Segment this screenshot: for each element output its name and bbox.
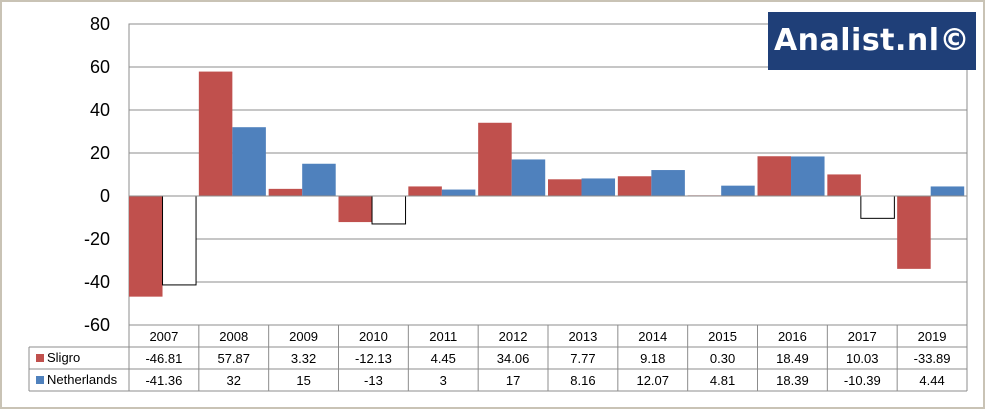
bar-netherlands-2014	[651, 170, 685, 196]
bar-netherlands-2019	[930, 186, 965, 196]
data-label-sligro: -46.81	[145, 351, 182, 366]
data-label-netherlands: 3	[440, 373, 447, 388]
legend-label-netherlands: Netherlands	[47, 372, 118, 387]
data-label-netherlands: 4.81	[710, 373, 735, 388]
data-label-sligro: 57.87	[217, 351, 250, 366]
data-label-sligro: 18.49	[776, 351, 809, 366]
x-tick-label: 2014	[638, 329, 667, 344]
data-label-netherlands: -13	[364, 373, 383, 388]
bar-netherlands-2016	[791, 156, 825, 196]
x-tick-label: 2017	[848, 329, 877, 344]
data-label-netherlands: 12.07	[636, 373, 669, 388]
bar-netherlands-2017	[860, 195, 895, 219]
y-tick-label: 40	[90, 100, 110, 120]
data-label-netherlands: 32	[227, 373, 241, 388]
data-label-netherlands: 17	[506, 373, 520, 388]
data-label-sligro: 3.32	[291, 351, 316, 366]
data-label-netherlands: 4.44	[919, 373, 944, 388]
bar-netherlands-2010	[371, 195, 407, 225]
analist-logo: Analist.nl©	[768, 12, 976, 70]
bar-sligro-2013	[548, 179, 582, 196]
data-label-sligro: 34.06	[497, 351, 530, 366]
x-tick-label: 2016	[778, 329, 807, 344]
x-tick-label: 2007	[149, 329, 178, 344]
bar-netherlands-2007	[162, 195, 197, 286]
legend-key-netherlands	[36, 376, 44, 384]
x-tick-label: 2019	[918, 329, 947, 344]
data-label-netherlands: 15	[296, 373, 310, 388]
y-tick-label: -60	[84, 315, 110, 335]
data-label-sligro: 4.45	[431, 351, 456, 366]
bar-netherlands-2012	[511, 159, 546, 196]
x-tick-label: 2015	[708, 329, 737, 344]
y-tick-label: 0	[100, 186, 110, 206]
bar-sligro-2012	[478, 122, 512, 196]
bar-sligro-2019	[897, 196, 931, 269]
y-tick-label: -20	[84, 229, 110, 249]
data-label-sligro: -33.89	[914, 351, 951, 366]
bar-sligro-2011	[408, 186, 442, 196]
data-label-sligro: 9.18	[640, 351, 665, 366]
data-label-netherlands: 18.39	[776, 373, 809, 388]
y-tick-label: 80	[90, 14, 110, 34]
bar-netherlands-2013	[581, 178, 616, 196]
bar-netherlands-2015	[721, 185, 755, 196]
data-label-sligro: 10.03	[846, 351, 879, 366]
data-label-netherlands: 8.16	[570, 373, 595, 388]
bar-sligro-2010	[338, 196, 373, 223]
x-tick-label: 2011	[429, 329, 457, 344]
bar-netherlands-2009	[302, 163, 336, 196]
legend-key-sligro	[36, 354, 44, 362]
bar-sligro-2014	[617, 176, 652, 196]
y-tick-label: 60	[90, 57, 110, 77]
bar-netherlands-2008	[232, 127, 266, 196]
data-label-netherlands: -10.39	[844, 373, 881, 388]
bar-sligro-2008	[198, 71, 233, 196]
x-tick-label: 2010	[359, 329, 388, 344]
bar-sligro-2009	[268, 188, 303, 196]
x-tick-label: 2009	[289, 329, 318, 344]
legend-label-sligro: Sligro	[47, 350, 80, 365]
x-tick-label: 2012	[499, 329, 528, 344]
data-label-sligro: 7.77	[570, 351, 595, 366]
x-tick-label: 2008	[219, 329, 248, 344]
bar-sligro-2016	[757, 156, 792, 196]
bar-netherlands-2011	[441, 189, 476, 196]
data-label-netherlands: -41.36	[145, 373, 182, 388]
data-label-sligro: -12.13	[355, 351, 392, 366]
y-tick-label: 20	[90, 143, 110, 163]
y-tick-label: -40	[84, 272, 110, 292]
bar-sligro-2007	[129, 196, 163, 297]
data-label-sligro: 0.30	[710, 351, 735, 366]
x-tick-label: 2013	[568, 329, 597, 344]
bar-sligro-2017	[827, 174, 861, 196]
